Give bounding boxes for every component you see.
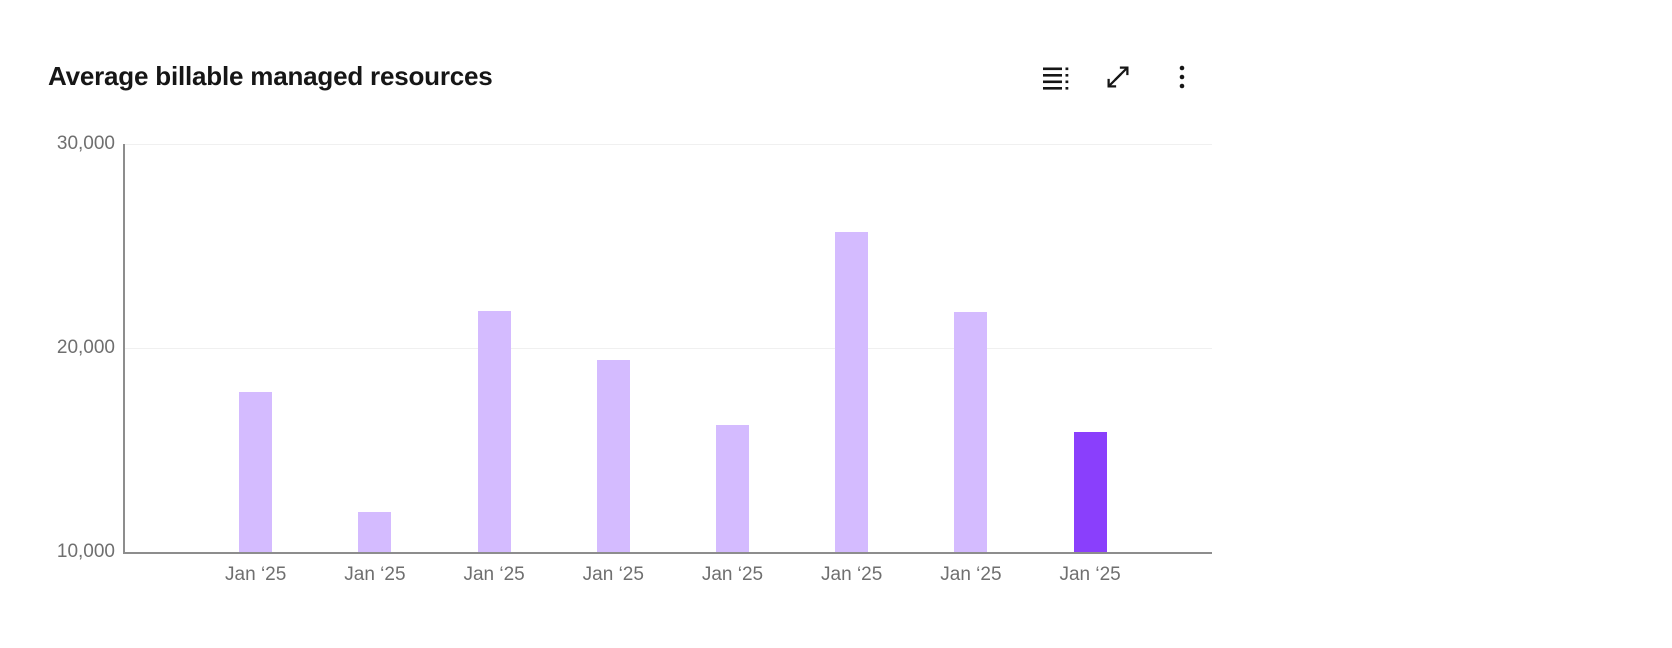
y-axis-tick-label: 30,000 xyxy=(56,133,115,154)
show-data-table-icon xyxy=(1043,67,1069,90)
x-axis-line xyxy=(123,552,1212,554)
x-axis-tick-label: Jan ‘25 xyxy=(821,564,883,585)
x-axis: Jan ‘25 Jan ‘25 Jan ‘25 Jan ‘25 Jan ‘25 Jan ‘… xyxy=(125,564,1212,592)
bar[interactable] xyxy=(954,312,988,552)
y-axis-tick-label: 20,000 xyxy=(56,337,115,358)
bar[interactable] xyxy=(596,360,630,552)
chart-toolbar xyxy=(1037,60,1199,94)
bar-highlighted[interactable] xyxy=(1073,431,1107,552)
bar[interactable] xyxy=(835,231,869,552)
gridline xyxy=(125,348,1212,349)
bar[interactable] xyxy=(716,424,749,552)
x-axis-tick-label: Jan ‘25 xyxy=(582,564,644,585)
x-axis-tick-label: Jan ‘25 xyxy=(463,564,525,585)
x-axis-tick-label: Jan ‘25 xyxy=(1059,564,1121,585)
show-data-table-button[interactable] xyxy=(1037,60,1071,94)
x-axis-tick-label: Jan ‘25 xyxy=(940,564,1002,585)
bar[interactable] xyxy=(358,512,392,552)
y-axis-tick-label: 10,000 xyxy=(56,541,115,562)
bar[interactable] xyxy=(239,391,273,552)
expand-icon xyxy=(1107,66,1129,88)
gridline xyxy=(125,144,1212,145)
overflow-menu-button[interactable] xyxy=(1165,60,1199,94)
overflow-menu-icon xyxy=(1179,65,1185,89)
expand-button[interactable] xyxy=(1101,60,1135,94)
y-axis: 30,000 20,000 10,000 xyxy=(0,133,115,562)
chart-title: Average billable managed resources xyxy=(48,61,493,91)
plot-area xyxy=(123,144,1212,554)
bar[interactable] xyxy=(477,311,511,552)
x-axis-tick-label: Jan ‘25 xyxy=(701,564,764,585)
x-axis-tick-label: Jan ‘25 xyxy=(225,564,287,585)
y-axis-line xyxy=(123,144,125,552)
x-axis-tick-label: Jan ‘25 xyxy=(344,564,406,585)
